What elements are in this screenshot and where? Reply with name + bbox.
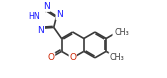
Text: HN: HN xyxy=(28,12,40,21)
Text: N: N xyxy=(43,2,50,11)
Text: O: O xyxy=(113,28,120,37)
Text: N: N xyxy=(37,26,44,35)
Text: O: O xyxy=(48,53,55,62)
Text: CH₃: CH₃ xyxy=(109,53,124,62)
Text: N: N xyxy=(56,10,63,20)
Text: CH₃: CH₃ xyxy=(114,28,129,37)
Text: O: O xyxy=(69,53,76,62)
